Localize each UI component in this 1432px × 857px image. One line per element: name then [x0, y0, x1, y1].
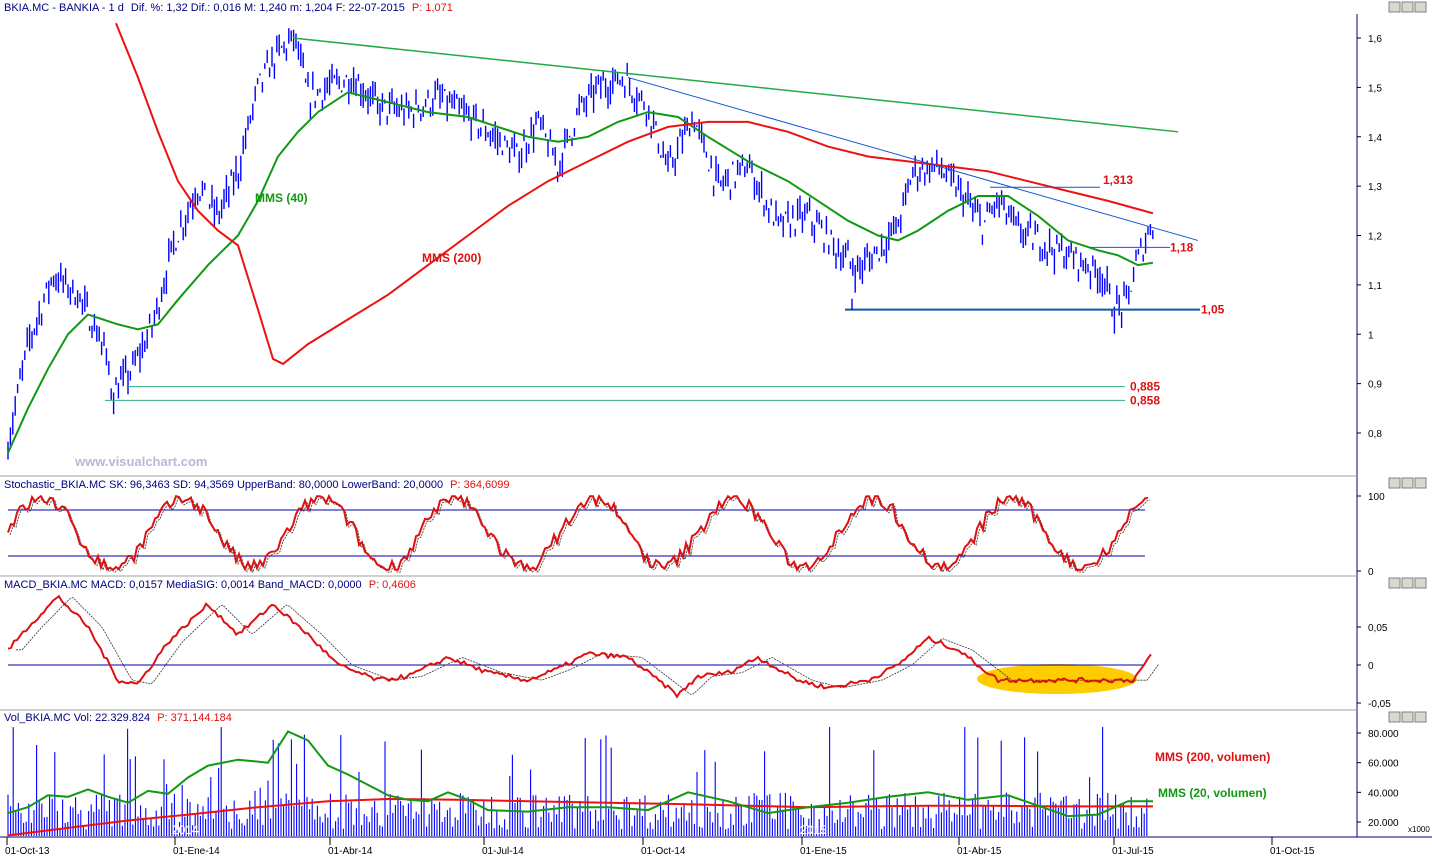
vol-y-tick-label: 60.000: [1368, 759, 1399, 770]
macd-y-tick-label: 0,05: [1368, 623, 1388, 634]
price-y-tick-label: 1,1: [1368, 281, 1382, 292]
stoch-header: Stochastic_BKIA.MC SK: 96,3463 SD: 94,35…: [4, 479, 443, 491]
price-header-symbol: BKIA.MC - BANKIA - 1 d: [4, 2, 124, 14]
trendline-blue: [627, 77, 1199, 241]
price-y-tick-label: 1,2: [1368, 232, 1382, 243]
macd-y-tick-label: 0: [1368, 661, 1374, 672]
x-tick-label: 01-Oct-14: [641, 846, 686, 857]
vol-mms200-line: [7, 797, 1153, 837]
level-label: 0,885: [1130, 380, 1160, 394]
x-tick-label: 01-Oct-13: [5, 846, 50, 857]
level-label: 1,18: [1170, 240, 1194, 254]
vol-header-p: P: 371.144.184: [157, 712, 232, 724]
x-tick-label: 01-Abr-14: [328, 846, 373, 857]
svg-text:MACD_BKIA.MC MACD: 0,0157 Medi: MACD_BKIA.MC MACD: 0,0157 MediaSIG: 0,00…: [4, 579, 416, 591]
stoch-maximize-button[interactable]: [1401, 477, 1414, 489]
macd-close-button[interactable]: [1414, 577, 1427, 589]
price-y-tick-label: 1,3: [1368, 182, 1382, 193]
price-header-p: P: 1,071: [412, 2, 453, 14]
level-label: 0,858: [1130, 393, 1160, 407]
vol-mms20-line: [7, 730, 1153, 818]
vol-y-tick-label: 40.000: [1368, 788, 1399, 799]
mms200-label: MMS (200): [422, 251, 481, 265]
price-panel: BKIA.MC - BANKIA - 1 d Dif. %: 1,32 Dif.…: [4, 2, 1382, 469]
price-y-tick-label: 0,8: [1368, 429, 1382, 440]
macd-header: MACD_BKIA.MC MACD: 0,0157 MediaSIG: 0,00…: [4, 579, 362, 591]
mms40-label: MMS (40): [255, 191, 308, 205]
macd-minimize-button[interactable]: [1388, 577, 1401, 589]
vol-y-tick-label: 20.000: [1368, 818, 1399, 829]
maximize-button[interactable]: [1401, 1, 1414, 13]
close-button[interactable]: [1414, 1, 1427, 13]
macd-y-tick-label: -0,05: [1368, 699, 1391, 710]
mms40-line: [7, 91, 1154, 454]
level-label: 1,313: [1103, 173, 1133, 187]
volume-bars: [7, 727, 1148, 836]
watermark: www.visualchart.com: [74, 454, 207, 469]
level-label: 1,05: [1201, 303, 1225, 317]
stoch-sd-line: [9, 497, 1151, 574]
year-label: 2014: [172, 823, 199, 837]
macd-maximize-button[interactable]: [1401, 577, 1414, 589]
minimize-button[interactable]: [1388, 1, 1401, 13]
macd-panel: MACD_BKIA.MC MACD: 0,0157 MediaSIG: 0,00…: [4, 579, 1391, 710]
x-tick-label: 01-Oct-15: [1270, 846, 1315, 857]
svg-text:BKIA.MC - BANKIA - 1 d D: BKIA.MC - BANKIA - 1 d Dif. %: 1,32 Dif.…: [4, 2, 453, 14]
stoch-close-button[interactable]: [1414, 477, 1427, 489]
svg-text:Stochastic_BKIA.MC SK: 96,3463: Stochastic_BKIA.MC SK: 96,3463 SD: 94,35…: [4, 479, 509, 491]
x-tick-label: 01-Abr-15: [957, 846, 1002, 857]
price-bars: [7, 28, 1154, 460]
macd-signal-line: [16, 597, 1160, 696]
x-tick-label: 01-Jul-15: [1112, 846, 1154, 857]
price-header-stats: Dif. %: 1,32 Dif.: 0,016 M: 1,240 m: 1,2…: [131, 2, 405, 14]
x-axis: 01-Oct-13 01-Ene-14 01-Abr-14 01-Jul-14 01-O…: [5, 823, 1315, 857]
macd-header-p: P: 0,4606: [369, 579, 416, 591]
stochastic-panel: Stochastic_BKIA.MC SK: 96,3463 SD: 94,35…: [4, 479, 1385, 578]
svg-text:Vol_BKIA.MC Vol: 22.329.824: Vol_BKIA.MC Vol: 22.329.824 P: 371.144.1…: [4, 712, 232, 724]
mms200-line: [115, 22, 1154, 366]
stoch-y-tick-label: 100: [1368, 492, 1385, 503]
vol-mms20-label: MMS (20, volumen): [1158, 786, 1267, 800]
stoch-y-tick-label: 0: [1368, 567, 1374, 578]
x-tick-label: 01-Jul-14: [482, 846, 524, 857]
price-y-tick-label: 1,4: [1368, 133, 1382, 144]
vol-y-tick-label: 80.000: [1368, 729, 1399, 740]
vol-header: Vol_BKIA.MC Vol: 22.329.824: [4, 712, 150, 724]
macd-line: [7, 594, 1152, 699]
price-y-tick-label: 1,5: [1368, 83, 1382, 94]
price-y-tick-label: 0,9: [1368, 380, 1382, 391]
vol-minimize-button[interactable]: [1388, 711, 1401, 723]
price-y-tick-label: 1,6: [1368, 34, 1382, 45]
trendline-green: [292, 37, 1179, 133]
stoch-minimize-button[interactable]: [1388, 477, 1401, 489]
stoch-header-p: P: 364,6099: [450, 479, 509, 491]
volume-panel: Vol_BKIA.MC Vol: 22.329.824 P: 371.144.1…: [4, 712, 1430, 837]
vol-close-button[interactable]: [1414, 711, 1427, 723]
vol-maximize-button[interactable]: [1401, 711, 1414, 723]
x-tick-label: 01-Ene-14: [173, 846, 220, 857]
price-panel-buttons: [1388, 1, 1427, 723]
price-y-tick-label: 1: [1368, 330, 1374, 341]
stoch-sk-line: [7, 493, 1149, 573]
vol-mms200-label: MMS (200, volumen): [1155, 750, 1270, 764]
x-tick-label: 01-Ene-15: [800, 846, 847, 857]
volume-multiplier: x1000: [1408, 825, 1430, 834]
year-label: 2015: [800, 823, 827, 837]
